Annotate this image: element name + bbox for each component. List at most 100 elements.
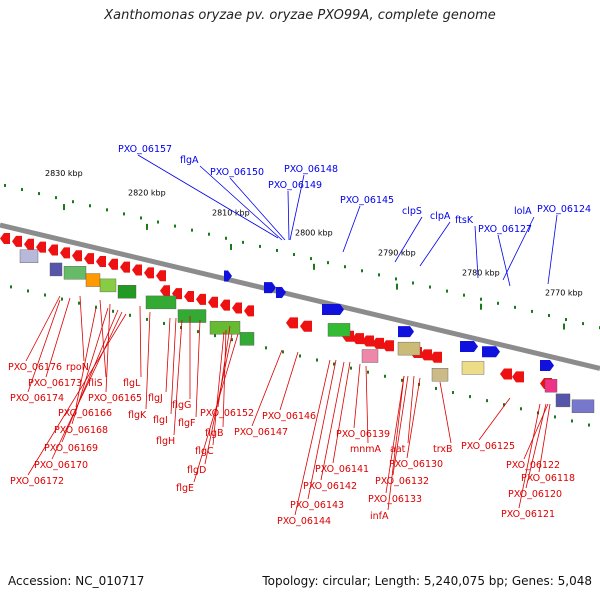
axis-dot-upper <box>293 253 295 257</box>
axis-dot-upper <box>276 248 278 252</box>
axis-dot-lower <box>486 399 488 403</box>
reverse-gene-arrow <box>160 285 170 297</box>
reverse-gene-label: PXO_06141 <box>315 464 369 475</box>
reverse-leader <box>25 295 61 362</box>
axis-dot-lower <box>299 354 301 358</box>
reverse-leader <box>385 375 405 494</box>
reverse-leader <box>195 319 201 418</box>
feature-block <box>63 266 87 280</box>
feature-block <box>571 399 595 413</box>
reverse-gene-arrow <box>286 317 298 329</box>
axis-dot-lower <box>571 419 573 423</box>
reverse-gene-label: flgD <box>187 465 206 476</box>
reverse-gene-arrow <box>12 235 22 247</box>
axis-dot-lower <box>520 407 522 411</box>
axis-dot-upper <box>38 192 40 196</box>
axis-dot-upper <box>310 257 312 261</box>
axis-dot-upper <box>361 269 363 273</box>
kbp-tick-labels: 2830 kbp 2820 kbp 2810 kbp 2800 kbp 2790 kbp… <box>45 169 583 330</box>
reverse-gene-label: PXO_06143 <box>290 500 344 511</box>
reverse-leader <box>251 349 283 427</box>
tick-label: 2780 kbp <box>462 268 500 277</box>
axis-dot-lower <box>10 285 12 289</box>
reverse-gene-label: flgE <box>176 483 194 494</box>
axis-dot-lower <box>180 326 182 330</box>
forward-gene-arrow <box>540 360 554 372</box>
forward-leader <box>419 221 451 267</box>
reverse-leader <box>165 317 171 393</box>
genome-backbone <box>0 222 600 371</box>
reverse-gene-arrow <box>184 290 194 302</box>
reverse-leader <box>27 313 127 476</box>
feature-block <box>145 295 177 310</box>
feature-block <box>461 361 485 375</box>
reverse-gene-label: PXO_06169 <box>44 443 98 454</box>
forward-gene-label: ftsK <box>455 215 474 226</box>
reverse-gene-label: PXO_06147 <box>234 427 288 438</box>
forward-gene-label: PXO_06148 <box>284 164 338 175</box>
reverse-gene-arrow <box>430 351 442 363</box>
reverse-gene-label: trxB <box>433 444 453 455</box>
forward-leader <box>474 225 479 279</box>
reverse-gene-label: flgH <box>156 436 175 447</box>
feature-block <box>49 262 63 277</box>
reverse-leader <box>173 319 183 436</box>
reverse-gene-label: PXO_06152 <box>200 408 254 419</box>
reverse-gene-label: mnmA <box>350 444 382 455</box>
reverse-gene-label: infA <box>370 511 389 522</box>
reverse-leader <box>27 299 61 393</box>
reverse-leader <box>294 359 331 516</box>
axis-dot-upper <box>174 224 176 228</box>
reverse-gene-label: PXO_06146 <box>262 411 316 422</box>
reverse-leader <box>193 333 239 483</box>
axis-dot-upper <box>157 220 159 224</box>
axis-dot-lower <box>146 317 148 321</box>
reverse-leader <box>105 303 111 393</box>
reverse-gene-arrow <box>420 349 432 361</box>
axis-dot-lower <box>452 391 454 395</box>
reverse-gene-arrow <box>0 233 10 244</box>
axis-dot-upper <box>242 240 244 244</box>
forward-gene-label: PXO_06157 <box>118 144 172 155</box>
reverse-leader <box>145 311 151 410</box>
axis-dot-lower <box>112 309 114 313</box>
reverse-leader <box>365 365 369 444</box>
reverse-gene-label: PXO_06172 <box>10 476 64 487</box>
axis-dot-upper <box>106 208 108 212</box>
reverse-gene-label: PXO_06168 <box>54 425 108 436</box>
reverse-leader <box>320 361 345 481</box>
forward-gene-label: PXO_06149 <box>268 180 322 191</box>
axis-dot-lower <box>163 321 165 325</box>
feature-block <box>99 278 117 293</box>
axis-dot-upper <box>548 313 550 317</box>
reverse-leader <box>387 375 405 511</box>
tick-mark <box>313 263 315 270</box>
reverse-gene-arrow <box>144 267 154 279</box>
forward-leader <box>137 154 279 239</box>
axis-dot-upper <box>582 322 584 326</box>
tick-mark <box>230 243 232 250</box>
reverse-gene-arrow <box>120 261 130 273</box>
reverse-gene-label: PXO_06133 <box>368 494 422 505</box>
axis-dot-upper <box>480 297 482 301</box>
reverse-gene-label: PXO_06165 <box>88 393 142 404</box>
forward-gene-arrow <box>224 270 232 282</box>
axis-dot-lower <box>61 297 63 301</box>
axis-dot-upper <box>395 277 397 281</box>
reverse-leader <box>45 297 71 378</box>
axis-dot-lower <box>78 301 80 305</box>
reverse-gene-arrow <box>132 264 142 276</box>
axis-dot-lower <box>197 330 199 334</box>
reverse-leader <box>406 377 421 459</box>
forward-gene-label: PXO_06145 <box>340 195 394 206</box>
genome-summary: Topology: circular; Length: 5,240,075 bp… <box>262 574 592 588</box>
axis-dot-lower <box>350 366 352 370</box>
accession-label: Accession: NC_010717 <box>8 574 145 588</box>
reverse-gene-arrow <box>232 302 242 314</box>
reverse-leader <box>79 295 85 362</box>
axis-dot-lower <box>435 386 437 390</box>
feature-block <box>85 273 101 287</box>
forward-leader <box>229 177 286 241</box>
reverse-gene-label: flgG <box>172 400 191 411</box>
reverse-gene-label: PXO_06139 <box>336 429 390 440</box>
